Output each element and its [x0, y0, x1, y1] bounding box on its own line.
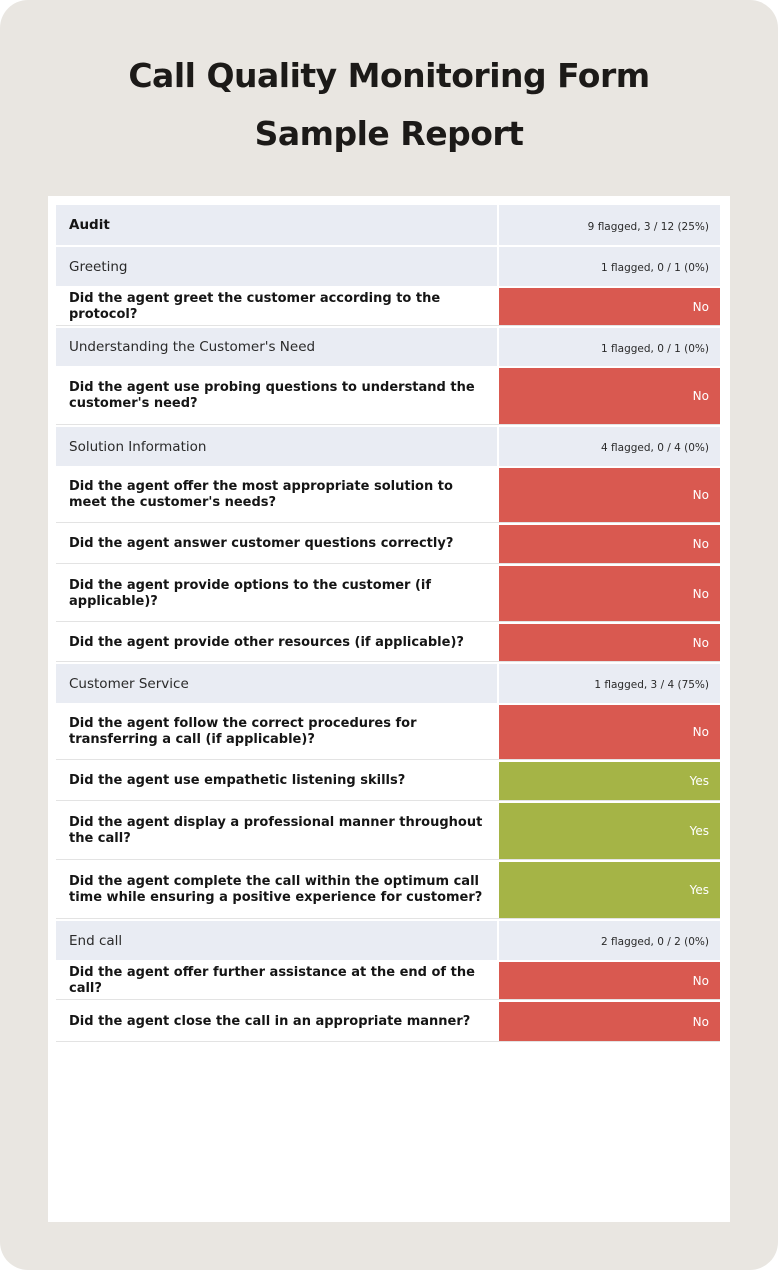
answer-badge: No: [499, 566, 720, 621]
answer-badge: Yes: [499, 762, 720, 800]
section-summary: 2 flagged, 0 / 2 (0%): [499, 921, 720, 960]
question-text: Did the agent display a professional man…: [69, 815, 483, 846]
section-title: Understanding the Customer's Need: [56, 328, 497, 366]
page-title: Call Quality Monitoring Form: [128, 56, 650, 95]
answer-badge: No: [499, 624, 720, 661]
question-row: Did the agent display a professional man…: [56, 803, 720, 860]
question-text: Did the agent use empathetic listening s…: [69, 773, 406, 788]
question-text: Did the agent answer customer questions …: [69, 536, 454, 551]
section-row: End call 2 flagged, 0 / 2 (0%): [56, 921, 720, 960]
section-title: Customer Service: [56, 664, 497, 703]
question-text: Did the agent use probing questions to u…: [69, 380, 475, 411]
section-row: Audit 9 flagged, 3 / 12 (25%): [56, 205, 720, 245]
question-text: Did the agent offer further assistance a…: [69, 964, 475, 996]
question-row: Did the agent complete the call within t…: [56, 862, 720, 919]
question-row: Did the agent follow the correct procedu…: [56, 705, 720, 760]
section-row: Customer Service 1 flagged, 3 / 4 (75%): [56, 664, 720, 703]
answer-badge: No: [499, 1002, 720, 1041]
answer-badge: No: [499, 525, 720, 563]
section-summary: 1 flagged, 0 / 1 (0%): [499, 328, 720, 366]
question-text: Did the agent offer the most appropriate…: [69, 479, 453, 510]
answer-badge: No: [499, 962, 720, 999]
question-row: Did the agent provide other resources (i…: [56, 624, 720, 662]
page-subtitle: Sample Report: [254, 114, 524, 153]
answer-badge: Yes: [499, 803, 720, 859]
question-row: Did the agent provide options to the cus…: [56, 566, 720, 622]
section-summary: 4 flagged, 0 / 4 (0%): [499, 427, 720, 466]
question-row: Did the agent greet the customer accordi…: [56, 288, 720, 326]
question-row: Did the agent offer the most appropriate…: [56, 468, 720, 523]
section-row: Solution Information 4 flagged, 0 / 4 (0%…: [56, 427, 720, 466]
answer-badge: No: [499, 288, 720, 325]
question-text: Did the agent complete the call within t…: [69, 874, 483, 905]
question-row: Did the agent use empathetic listening s…: [56, 762, 720, 801]
question-row: Did the agent answer customer questions …: [56, 525, 720, 564]
section-title: Solution Information: [56, 427, 497, 466]
section-row: Greeting 1 flagged, 0 / 1 (0%): [56, 247, 720, 286]
answer-badge: No: [499, 705, 720, 759]
question-row: Did the agent offer further assistance a…: [56, 962, 720, 1000]
question-row: Did the agent close the call in an appro…: [56, 1002, 720, 1042]
section-summary: 1 flagged, 0 / 1 (0%): [499, 247, 720, 286]
question-row: Did the agent use probing questions to u…: [56, 368, 720, 425]
section-summary: 1 flagged, 3 / 4 (75%): [499, 664, 720, 703]
report-table: Audit 9 flagged, 3 / 12 (25%) Greeting 1 fl…: [56, 205, 720, 1044]
question-text: Did the agent provide other resources (i…: [69, 634, 464, 650]
answer-badge: No: [499, 468, 720, 522]
section-title: Greeting: [56, 247, 497, 286]
section-summary: 9 flagged, 3 / 12 (25%): [499, 205, 720, 245]
section-title: Audit: [56, 205, 497, 245]
section-row: Understanding the Customer's Need 1 flagg…: [56, 328, 720, 366]
answer-badge: No: [499, 368, 720, 424]
question-text: Did the agent provide options to the cus…: [69, 577, 432, 609]
section-title: End call: [56, 921, 497, 960]
report-sheet: Audit 9 flagged, 3 / 12 (25%) Greeting 1 fl…: [48, 196, 730, 1222]
question-text: Did the agent greet the customer accordi…: [69, 290, 441, 322]
answer-badge: Yes: [499, 862, 720, 918]
question-text: Did the agent follow the correct procedu…: [69, 716, 417, 747]
question-text: Did the agent close the call in an appro…: [69, 1013, 471, 1029]
